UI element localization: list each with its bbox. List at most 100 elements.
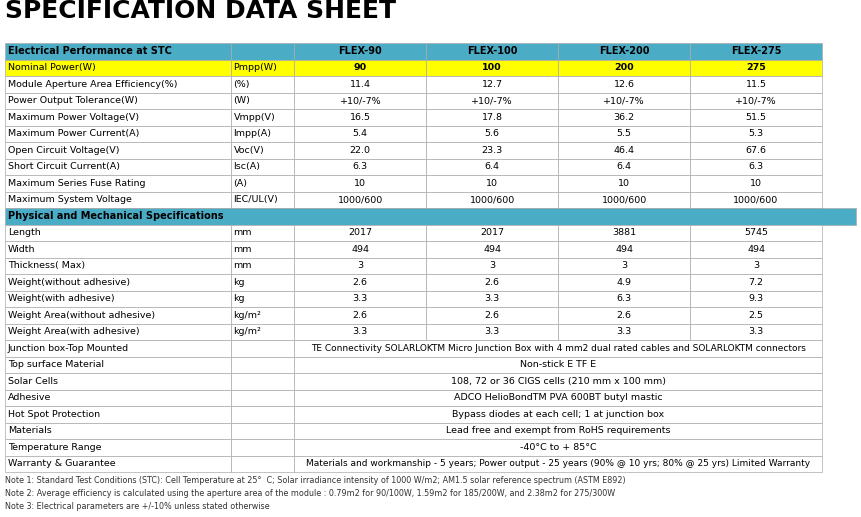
Bar bbox=[231, 357, 294, 373]
Bar bbox=[5, 324, 231, 340]
Bar bbox=[294, 389, 822, 406]
Text: mm: mm bbox=[233, 245, 252, 254]
Text: Open Circuit Voltage(V): Open Circuit Voltage(V) bbox=[8, 146, 120, 155]
Bar bbox=[231, 191, 294, 208]
Bar bbox=[231, 241, 294, 257]
Text: +10/-7%: +10/-7% bbox=[735, 96, 777, 105]
Text: 12.6: 12.6 bbox=[614, 80, 635, 89]
Bar bbox=[5, 175, 231, 191]
Text: Top surface Material: Top surface Material bbox=[8, 360, 104, 369]
Bar bbox=[426, 307, 558, 324]
Bar bbox=[690, 126, 822, 142]
Text: 1000/600: 1000/600 bbox=[338, 195, 383, 204]
Bar bbox=[426, 109, 558, 126]
Bar bbox=[294, 241, 426, 257]
Bar bbox=[690, 191, 822, 208]
Bar bbox=[294, 109, 426, 126]
Text: 90: 90 bbox=[354, 63, 367, 72]
Bar bbox=[5, 59, 231, 76]
Text: (%): (%) bbox=[233, 80, 250, 89]
Bar bbox=[690, 59, 822, 76]
Bar bbox=[426, 191, 558, 208]
Bar bbox=[426, 126, 558, 142]
Text: SPECIFICATION DATA SHEET: SPECIFICATION DATA SHEET bbox=[5, 0, 396, 23]
Text: 275: 275 bbox=[746, 63, 766, 72]
Text: -40°C to + 85°C: -40°C to + 85°C bbox=[520, 443, 597, 452]
Text: TE Connectivity SOLARLOKTM Micro Junction Box with 4 mm2 dual rated cables and S: TE Connectivity SOLARLOKTM Micro Junctio… bbox=[311, 344, 806, 353]
Text: 12.7: 12.7 bbox=[481, 80, 503, 89]
Text: 46.4: 46.4 bbox=[614, 146, 635, 155]
Bar bbox=[294, 257, 426, 274]
Text: 1000/600: 1000/600 bbox=[469, 195, 515, 204]
Text: 2.6: 2.6 bbox=[616, 311, 632, 320]
Bar bbox=[294, 291, 426, 307]
Bar bbox=[294, 93, 426, 109]
Bar bbox=[426, 274, 558, 291]
Text: Note 2: Average efficiency is calculated using the aperture area of the module :: Note 2: Average efficiency is calculated… bbox=[5, 489, 615, 498]
Text: Temperature Range: Temperature Range bbox=[8, 443, 102, 452]
Text: 7.2: 7.2 bbox=[748, 278, 764, 287]
Bar bbox=[558, 43, 690, 59]
Text: FLEX-200: FLEX-200 bbox=[599, 46, 649, 56]
Bar bbox=[558, 257, 690, 274]
Text: Adhesive: Adhesive bbox=[8, 393, 52, 402]
Bar bbox=[294, 422, 822, 439]
Text: IEC/UL(V): IEC/UL(V) bbox=[233, 195, 278, 204]
Text: 2017: 2017 bbox=[349, 228, 372, 237]
Text: Maximum Power Current(A): Maximum Power Current(A) bbox=[8, 129, 139, 138]
Text: 3881: 3881 bbox=[612, 228, 636, 237]
Bar bbox=[294, 340, 822, 357]
Text: 6.3: 6.3 bbox=[748, 162, 764, 171]
Text: Nominal Power(W): Nominal Power(W) bbox=[8, 63, 96, 72]
Bar bbox=[558, 93, 690, 109]
Bar bbox=[5, 241, 231, 257]
Bar bbox=[294, 274, 426, 291]
Text: 10: 10 bbox=[750, 179, 762, 188]
Bar bbox=[231, 389, 294, 406]
Text: ADCO HelioBondTM PVA 600BT butyl mastic: ADCO HelioBondTM PVA 600BT butyl mastic bbox=[454, 393, 662, 402]
Bar bbox=[5, 389, 231, 406]
Text: Non-stick E TF E: Non-stick E TF E bbox=[520, 360, 596, 369]
Bar bbox=[690, 224, 822, 241]
Text: Weight Area(with adhesive): Weight Area(with adhesive) bbox=[8, 327, 139, 336]
Text: 6.4: 6.4 bbox=[616, 162, 632, 171]
Bar bbox=[5, 159, 231, 175]
Text: Warranty & Guarantee: Warranty & Guarantee bbox=[8, 459, 115, 468]
Bar bbox=[558, 307, 690, 324]
Bar bbox=[231, 142, 294, 159]
Text: 67.6: 67.6 bbox=[746, 146, 766, 155]
Bar bbox=[231, 455, 294, 472]
Text: FLEX-90: FLEX-90 bbox=[338, 46, 382, 56]
Text: 2.6: 2.6 bbox=[485, 278, 499, 287]
Text: 3.3: 3.3 bbox=[485, 294, 500, 303]
Bar bbox=[426, 291, 558, 307]
Bar bbox=[426, 224, 558, 241]
Text: 51.5: 51.5 bbox=[746, 113, 766, 121]
Bar bbox=[294, 59, 426, 76]
Text: Maximum System Voltage: Maximum System Voltage bbox=[8, 195, 132, 204]
Text: 5.3: 5.3 bbox=[748, 129, 764, 138]
Text: Isc(A): Isc(A) bbox=[233, 162, 261, 171]
Bar bbox=[231, 422, 294, 439]
Bar bbox=[690, 307, 822, 324]
Text: Module Aperture Area Efficiency(%): Module Aperture Area Efficiency(%) bbox=[8, 80, 177, 89]
Text: mm: mm bbox=[233, 261, 252, 270]
Text: 5.6: 5.6 bbox=[485, 129, 499, 138]
Bar bbox=[231, 324, 294, 340]
Text: 9.3: 9.3 bbox=[748, 294, 764, 303]
Bar bbox=[294, 455, 822, 472]
Bar bbox=[558, 159, 690, 175]
Text: 200: 200 bbox=[614, 63, 634, 72]
Text: 10: 10 bbox=[354, 179, 366, 188]
Bar bbox=[690, 274, 822, 291]
Text: kg/m²: kg/m² bbox=[233, 311, 262, 320]
Text: 10: 10 bbox=[486, 179, 499, 188]
Bar bbox=[294, 142, 426, 159]
Bar bbox=[231, 274, 294, 291]
Bar bbox=[5, 93, 231, 109]
Text: 3: 3 bbox=[489, 261, 495, 270]
Text: +10/-7%: +10/-7% bbox=[604, 96, 645, 105]
Text: Weight(with adhesive): Weight(with adhesive) bbox=[8, 294, 115, 303]
Bar bbox=[231, 126, 294, 142]
Bar bbox=[426, 43, 558, 59]
